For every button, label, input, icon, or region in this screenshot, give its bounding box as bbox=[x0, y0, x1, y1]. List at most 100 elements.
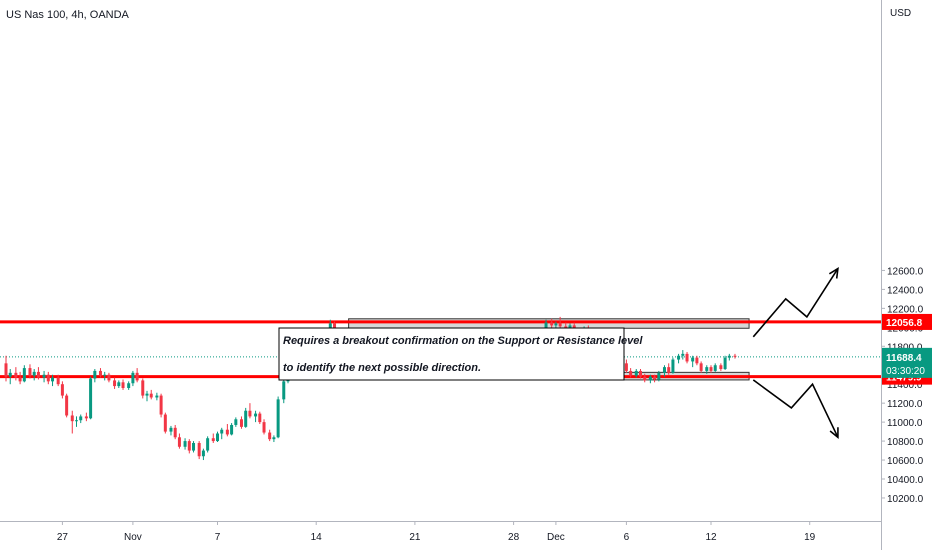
candle-body bbox=[239, 419, 243, 427]
candle-body bbox=[159, 395, 163, 415]
candle bbox=[268, 429, 272, 442]
candle-body bbox=[84, 416, 88, 419]
resistance-price-label: 12056.8 bbox=[886, 318, 923, 329]
candle bbox=[699, 361, 703, 373]
candle-body bbox=[65, 395, 69, 416]
candle-body bbox=[70, 415, 74, 422]
candle bbox=[558, 316, 562, 329]
candle-body bbox=[282, 381, 286, 400]
candle-body bbox=[713, 365, 717, 371]
candle-body bbox=[36, 371, 40, 378]
candle bbox=[624, 359, 628, 373]
candle-body bbox=[719, 365, 723, 370]
candle-body bbox=[98, 370, 102, 376]
candle bbox=[657, 370, 661, 382]
candle bbox=[705, 365, 709, 374]
candle-body bbox=[56, 377, 60, 385]
candle-body bbox=[177, 437, 181, 447]
x-tick-label: 7 bbox=[215, 532, 221, 543]
candle bbox=[187, 439, 191, 454]
candle-body bbox=[46, 374, 50, 382]
y-tick-label: 10200.0 bbox=[887, 494, 924, 505]
candle bbox=[65, 393, 69, 418]
currency-label: USD bbox=[890, 8, 912, 19]
y-tick-label: 12600.0 bbox=[887, 266, 924, 277]
arrow-down-path bbox=[752, 379, 839, 438]
candle-body bbox=[677, 355, 681, 360]
candle bbox=[713, 363, 717, 372]
candle bbox=[60, 381, 64, 399]
candle bbox=[18, 371, 22, 385]
candle bbox=[648, 374, 652, 384]
candle bbox=[681, 350, 685, 360]
candle-body bbox=[624, 363, 628, 371]
candle bbox=[8, 369, 12, 385]
candle bbox=[183, 438, 187, 450]
candle-body bbox=[141, 380, 145, 396]
candle-body bbox=[685, 353, 689, 362]
candle-body bbox=[113, 380, 117, 387]
candle-body bbox=[272, 437, 276, 440]
candle bbox=[244, 407, 248, 428]
candle bbox=[248, 403, 252, 419]
y-tick-label: 11800.0 bbox=[887, 342, 923, 353]
note-line: Requires a breakout confirmation on the … bbox=[283, 335, 643, 347]
candle-body bbox=[268, 432, 272, 440]
y-tick-label: 11000.0 bbox=[887, 418, 923, 429]
candle-body bbox=[639, 370, 642, 377]
candle bbox=[93, 369, 97, 383]
candle bbox=[127, 381, 131, 390]
candle bbox=[159, 393, 163, 418]
candle bbox=[56, 374, 60, 387]
candle-body bbox=[197, 442, 201, 457]
candle-body bbox=[723, 357, 727, 370]
candle-body bbox=[32, 371, 36, 376]
candle bbox=[173, 424, 177, 440]
candle-body bbox=[695, 357, 699, 364]
candle-body bbox=[28, 368, 32, 376]
plot-area: CONSOLIDATIONRequires a breakout confirm… bbox=[0, 266, 881, 461]
candle bbox=[155, 392, 159, 401]
candle bbox=[691, 355, 695, 368]
candle bbox=[733, 353, 737, 359]
x-tick-label: 21 bbox=[409, 532, 421, 543]
candle-body bbox=[554, 323, 558, 326]
y-tick-label: 12200.0 bbox=[887, 304, 924, 315]
candle bbox=[220, 427, 224, 440]
candle-body bbox=[709, 367, 713, 371]
y-tick-label: 10800.0 bbox=[887, 437, 924, 448]
candle bbox=[639, 369, 642, 379]
candle-body bbox=[8, 372, 12, 377]
candle-body bbox=[18, 377, 22, 382]
candle-body bbox=[121, 382, 125, 388]
y-tick-label: 12400.0 bbox=[887, 285, 924, 296]
candle bbox=[727, 353, 731, 361]
candle-body bbox=[657, 372, 661, 380]
candle-body bbox=[662, 367, 666, 373]
candle bbox=[113, 377, 117, 389]
x-tick-label: 6 bbox=[624, 532, 630, 543]
y-tick-label: 10600.0 bbox=[887, 456, 924, 467]
candle-body bbox=[149, 393, 153, 398]
x-tick-label: 12 bbox=[705, 532, 717, 543]
candle bbox=[89, 376, 93, 420]
candle-body bbox=[60, 384, 64, 396]
candle bbox=[262, 419, 266, 435]
candle-body bbox=[79, 416, 83, 421]
candle bbox=[4, 355, 8, 382]
candle-body bbox=[558, 323, 562, 327]
candle-body bbox=[117, 382, 121, 387]
support-price-label: 11479.9 bbox=[886, 373, 922, 384]
candle bbox=[149, 389, 153, 400]
x-tick-label: Nov bbox=[124, 532, 142, 543]
candle bbox=[239, 416, 243, 429]
price-axis: 10200.0 10400.0 10600.0 10800.0 11000.0 11200… bbox=[881, 266, 924, 505]
candle bbox=[98, 368, 102, 378]
candle bbox=[163, 412, 167, 434]
candle-body bbox=[727, 355, 731, 358]
candle-body bbox=[276, 399, 280, 438]
candle-body bbox=[206, 438, 210, 451]
candle-body bbox=[192, 442, 196, 451]
candle-body bbox=[643, 376, 647, 381]
